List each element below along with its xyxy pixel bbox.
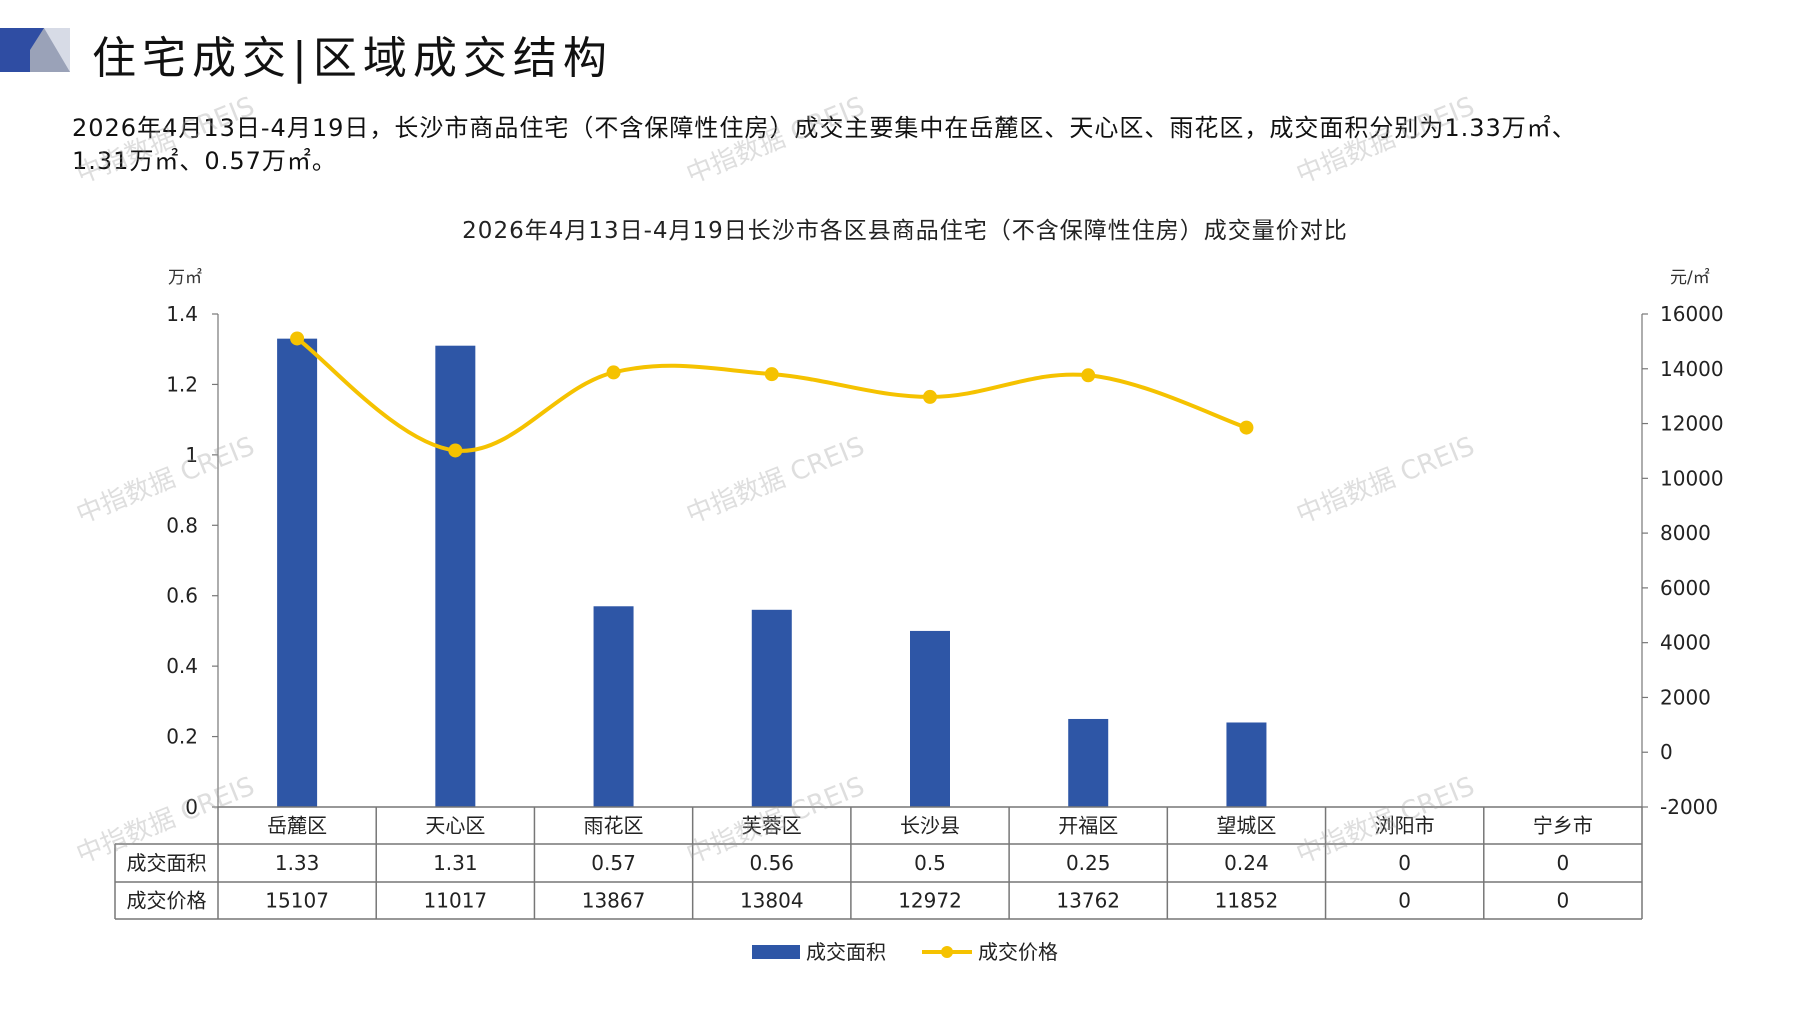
- category-label-6: 开福区: [1058, 814, 1118, 838]
- table-cell: 13804: [740, 889, 804, 913]
- price-point-3: [606, 365, 621, 380]
- category-label-5: 长沙县: [900, 814, 960, 838]
- table-cell: 11852: [1215, 889, 1279, 913]
- table-cell: 11017: [424, 889, 488, 913]
- legend-price-marker: [941, 946, 953, 958]
- price-point-6: [1081, 368, 1096, 383]
- y-left-tick-label: 1.2: [166, 372, 198, 396]
- table-cell: 0: [1398, 851, 1411, 875]
- y-left-tick-label: 0.6: [166, 584, 198, 608]
- table-row-label-2: 成交价格: [127, 889, 207, 913]
- bar-area-6: [1068, 718, 1109, 807]
- category-label-1: 岳麓区: [267, 814, 327, 838]
- category-label-8: 浏阳市: [1375, 814, 1435, 838]
- table-cell: 1.31: [433, 851, 478, 875]
- price-point-1: [290, 331, 305, 346]
- price-point-5: [923, 389, 937, 404]
- y-right-tick-label: 6000: [1660, 576, 1711, 600]
- bar-area-7: [1226, 722, 1267, 807]
- y-left-tick-label: 0: [185, 795, 198, 819]
- table-row-label-1: 成交面积: [127, 851, 207, 875]
- chart: 2026年4月13日-4月19日长沙市各区县商品住宅（不含保障性住房）成交量价对…: [114, 218, 1724, 964]
- summary-line-1: 2026年4月13日-4月19日，长沙市商品住宅（不含保障性住房）成交主要集中在…: [72, 114, 1577, 142]
- table-cell: 0.5: [914, 851, 946, 875]
- table-cell: 0: [1557, 851, 1570, 875]
- table-cell: 13762: [1056, 889, 1120, 913]
- y-right-tick-label: 8000: [1660, 521, 1711, 545]
- y-right-tick-label: 12000: [1660, 412, 1724, 436]
- category-label-4: 芙蓉区: [742, 814, 802, 838]
- table-cell: 15107: [265, 889, 329, 913]
- y-left-tick-label: 0.4: [166, 654, 198, 678]
- table-cell: 0.24: [1224, 851, 1269, 875]
- price-point-2: [448, 443, 463, 458]
- table-cell: 1.33: [275, 851, 320, 875]
- y-right-tick-label: 2000: [1660, 685, 1711, 709]
- table-cell: 0: [1398, 889, 1411, 913]
- y-right-unit: 元/㎡: [1670, 268, 1710, 288]
- y-right-tick-label: 10000: [1660, 466, 1724, 490]
- bar-area-2: [435, 345, 476, 807]
- summary-line-2: 1.31万㎡、0.57万㎡。: [72, 147, 337, 175]
- y-left-unit: 万㎡: [168, 268, 202, 288]
- table-cell: 13867: [582, 889, 646, 913]
- y-right-tick-label: 16000: [1660, 302, 1724, 326]
- y-right-tick-label: -2000: [1660, 795, 1718, 819]
- y-right-tick-label: 0: [1660, 740, 1673, 764]
- chart-title: 2026年4月13日-4月19日长沙市各区县商品住宅（不含保障性住房）成交量价对…: [462, 218, 1348, 244]
- price-point-4: [764, 367, 779, 382]
- bar-area-3: [593, 606, 634, 807]
- legend-area-swatch: [752, 945, 800, 959]
- y-left-tick-label: 0.2: [166, 725, 198, 749]
- y-left-tick-label: 1.4: [166, 302, 198, 326]
- bar-area-4: [751, 609, 792, 807]
- table-cell: 0.25: [1066, 851, 1111, 875]
- bar-area-5: [910, 630, 950, 807]
- table-cell: 12972: [898, 889, 962, 913]
- y-right-tick-label: 4000: [1660, 631, 1711, 655]
- header-decoration: [0, 28, 70, 72]
- category-label-2: 天心区: [425, 814, 485, 838]
- legend-area-label: 成交面积: [806, 940, 886, 964]
- table-cell: 0: [1557, 889, 1570, 913]
- y-right-tick-label: 14000: [1660, 357, 1724, 381]
- table-cell: 0.56: [750, 851, 795, 875]
- y-left-tick-label: 0.8: [166, 513, 198, 537]
- table-cell: 0.57: [591, 851, 636, 875]
- summary-text: 2026年4月13日-4月19日，长沙市商品住宅（不含保障性住房）成交主要集中在…: [72, 112, 1722, 178]
- page-title: 住宅成交|区域成交结构: [92, 33, 613, 84]
- category-label-7: 望城区: [1216, 814, 1276, 838]
- legend-price-label: 成交价格: [978, 940, 1058, 964]
- bar-area-1: [277, 338, 318, 807]
- category-label-9: 宁乡市: [1533, 814, 1593, 838]
- category-label-3: 雨花区: [584, 814, 644, 838]
- price-point-7: [1239, 420, 1254, 435]
- y-left-tick-label: 1: [185, 443, 198, 467]
